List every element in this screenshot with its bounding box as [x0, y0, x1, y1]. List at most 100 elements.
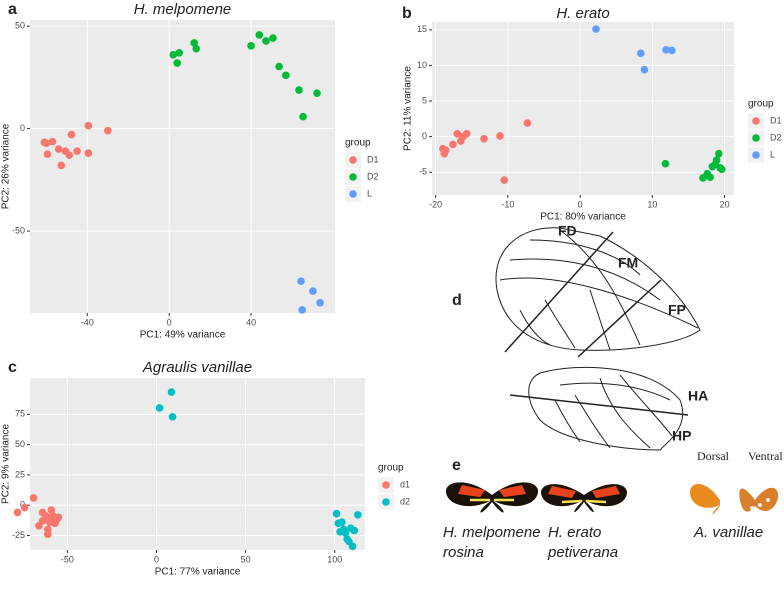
x-tick-label: 0 [578, 199, 583, 209]
point [661, 159, 670, 168]
point [43, 150, 52, 159]
point [341, 529, 350, 537]
caption: H. erato [548, 524, 601, 541]
legend-marker [752, 134, 760, 142]
butterfly-photo [690, 483, 779, 515]
view-label: Dorsal [697, 449, 730, 463]
point [269, 34, 277, 42]
point [640, 65, 649, 74]
x-tick-label: -20 [429, 199, 442, 209]
point [453, 129, 462, 138]
point [155, 404, 164, 412]
point [44, 525, 52, 534]
point [462, 129, 471, 138]
caption: petiverana [547, 544, 618, 561]
point [297, 277, 305, 286]
point [457, 137, 465, 145]
x-tick-label: -40 [81, 317, 94, 327]
point [38, 517, 47, 525]
legend-label: L [367, 188, 372, 198]
y-tick-label: 25 [15, 469, 25, 479]
y-tick-label: 0 [20, 123, 25, 133]
point [717, 165, 726, 174]
legend-marker [752, 151, 760, 159]
y-axis-label: PC2: 11% variance [403, 66, 414, 151]
point [57, 161, 66, 170]
point [662, 45, 670, 54]
y-axis-label: PC2: 26% variance [1, 123, 12, 209]
point [480, 134, 488, 143]
plot-background [30, 20, 335, 313]
view-label: Ventral [748, 449, 783, 463]
point [167, 388, 176, 396]
point [65, 151, 74, 160]
point [313, 89, 321, 97]
x-axis-label: PC1: 77% variance [155, 567, 241, 578]
point [275, 62, 283, 71]
point [48, 137, 57, 146]
point [592, 25, 600, 33]
x-tick-label: 0 [154, 554, 159, 564]
point [173, 59, 181, 67]
y-tick-label: -50 [12, 225, 25, 235]
y-tick-label: -5 [419, 167, 427, 177]
y-tick-label: 0 [422, 131, 427, 141]
y-axis-label: PC2: 9% variance [1, 424, 12, 504]
legend-marker [349, 190, 357, 198]
legend-label: D1 [367, 154, 379, 164]
point [354, 511, 362, 519]
butterfly-photo [445, 482, 539, 513]
legend-label: D2 [367, 171, 379, 181]
panel-label: c [8, 359, 17, 376]
point [496, 132, 504, 140]
point [247, 42, 255, 50]
point [441, 146, 450, 154]
wing-label: HP [672, 428, 691, 444]
y-tick-label: -25 [12, 530, 25, 540]
point [67, 130, 76, 139]
x-tick-label: 10 [647, 199, 657, 209]
point [192, 44, 201, 53]
butterfly-photo [541, 484, 627, 513]
panel-label: b [402, 5, 412, 22]
point [715, 149, 723, 158]
legend-marker [752, 117, 760, 125]
point [73, 147, 81, 155]
point [636, 49, 645, 58]
point [47, 506, 56, 514]
point [298, 306, 307, 314]
point [332, 509, 341, 518]
point [449, 140, 457, 149]
chart-title: H. melpomene [134, 1, 232, 18]
legend-label: L [770, 149, 775, 159]
chart-title: Agraulis vanillae [142, 359, 252, 376]
plot-background [30, 378, 365, 550]
point [54, 145, 63, 153]
legend-marker [349, 156, 357, 164]
legend-marker [349, 173, 357, 181]
point [309, 287, 317, 295]
point [255, 31, 264, 39]
caption: rosina [443, 544, 484, 561]
y-tick-label: 10 [417, 60, 427, 70]
point [190, 39, 198, 47]
panel-label: a [8, 1, 17, 18]
point [348, 542, 357, 551]
legend-marker [382, 481, 390, 489]
legend-label: D2 [770, 132, 782, 142]
y-tick-label: 50 [15, 439, 25, 449]
point [84, 149, 93, 157]
point [175, 48, 184, 57]
point [29, 494, 38, 502]
x-tick-label: 20 [720, 199, 730, 209]
wing-label: FM [618, 255, 638, 271]
point [500, 176, 509, 184]
point [338, 518, 346, 526]
point [282, 71, 290, 80]
wing-label: FD [558, 223, 577, 239]
point [712, 156, 721, 164]
point [350, 526, 359, 535]
wing-label: FP [668, 302, 686, 318]
x-tick-label: 0 [167, 317, 172, 327]
legend-title: group [345, 138, 371, 149]
